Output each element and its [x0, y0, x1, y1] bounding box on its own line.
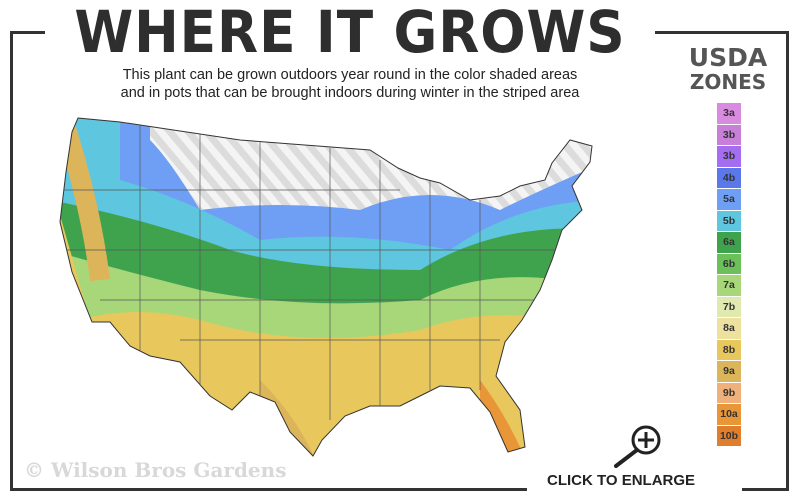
zone-legend: 3a 3b 3b 4b 5a 5b 6a 6b 7a 7b 8a 8b 9a 9b 10a 10b: [717, 103, 741, 447]
legend-title-line-2: ZONES: [689, 70, 767, 94]
subtitle: This plant can be grown outdoors year ro…: [40, 66, 660, 102]
frame-left: [10, 31, 13, 491]
legend-swatch-3b: 3b: [717, 146, 741, 167]
legend-title: USDA ZONES: [672, 43, 784, 94]
legend-swatch-9a: 9a: [717, 361, 741, 382]
us-outline: [59, 117, 593, 457]
legend-swatch-10a: 10a: [717, 404, 741, 425]
legend-swatch-10b: 10b: [717, 425, 741, 446]
legend-swatch-6b: 6b: [717, 253, 741, 274]
magnifier-plus-icon[interactable]: [610, 422, 666, 470]
legend-swatch-9b: 9b: [717, 382, 741, 403]
legend-swatch-7a: 7a: [717, 275, 741, 296]
legend-swatch-3b: 3b: [717, 124, 741, 145]
legend-title-line-1: USDA: [688, 43, 768, 72]
subtitle-line-1: This plant can be grown outdoors year ro…: [122, 67, 578, 83]
frame-top-left: [10, 31, 45, 34]
subtitle-line-2: and in pots that can be brought indoors …: [120, 85, 580, 101]
click-to-enlarge-button[interactable]: CLICK TO ENLARGE: [547, 472, 696, 489]
frame-top-right: [655, 31, 789, 34]
page-title: WHERE IT GROWS: [74, 0, 626, 66]
legend-swatch-6a: 6a: [717, 232, 741, 253]
legend-swatch-5a: 5a: [717, 189, 741, 210]
legend-swatch-7b: 7b: [717, 296, 741, 317]
legend-swatch-8a: 8a: [717, 318, 741, 339]
legend-swatch-5b: 5b: [717, 210, 741, 231]
legend-swatch-8b: 8b: [717, 339, 741, 360]
frame-bottom-right: [742, 488, 789, 491]
frame-bottom-left: [10, 488, 527, 491]
legend-swatch-4b: 4b: [717, 167, 741, 188]
frame-right: [786, 31, 789, 491]
legend-swatch-3a: 3a: [717, 103, 741, 124]
state-borders: [60, 120, 560, 420]
copyright-watermark: © Wilson Bros Gardens: [24, 458, 287, 482]
